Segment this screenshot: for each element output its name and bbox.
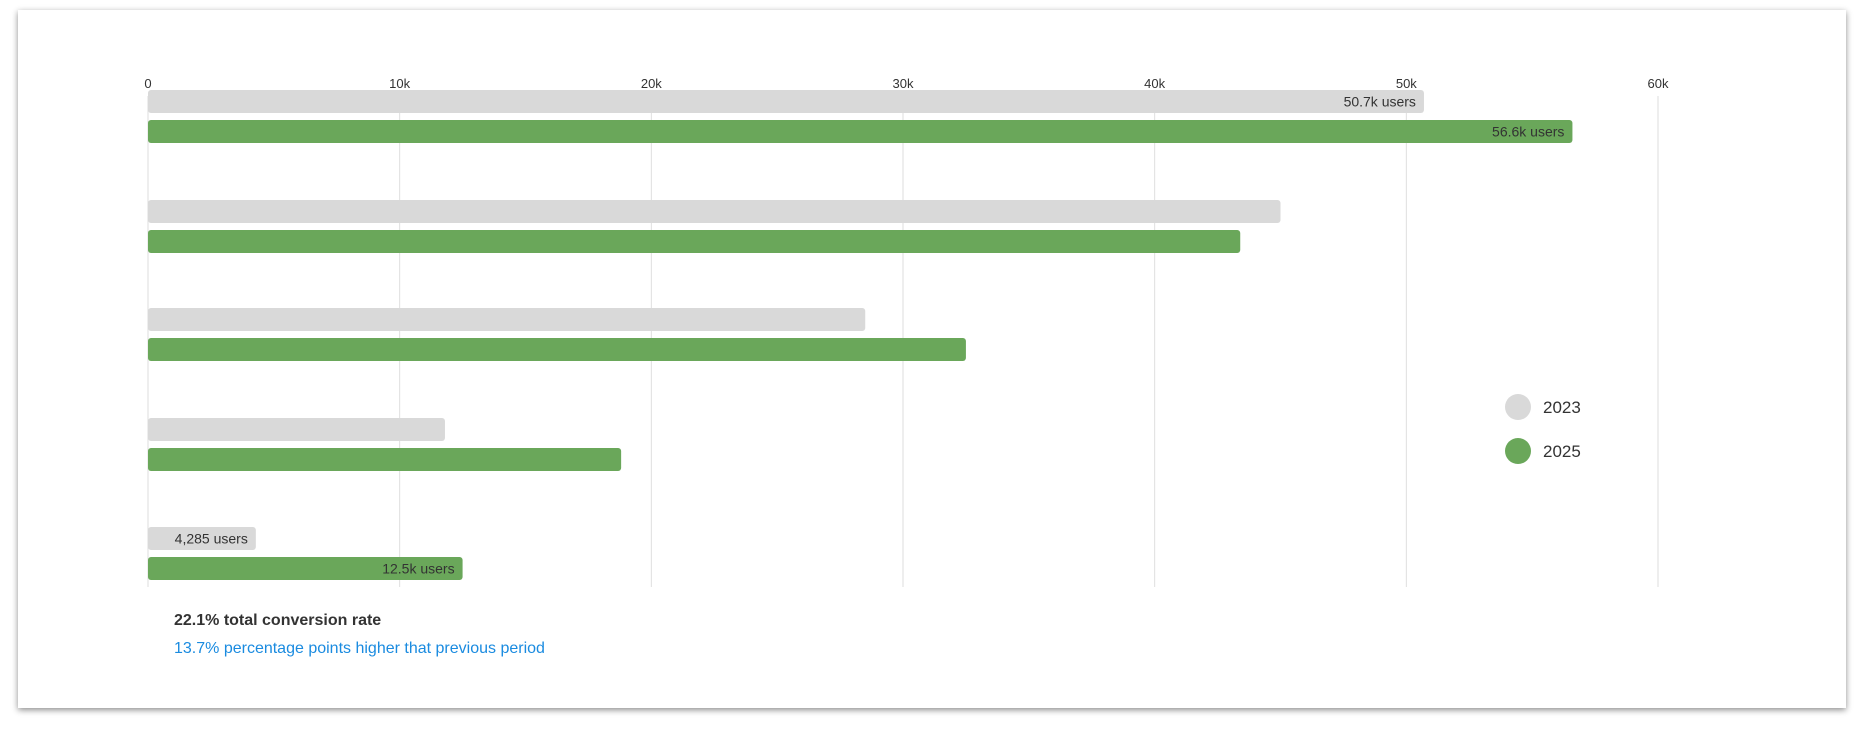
legend-label-2023: 2023	[1543, 398, 1581, 417]
chart-card: 0 10k 20k 30k 40k 50k 60k 50.7k users 56.6k user…	[18, 10, 1846, 708]
x-tick-label: 50k	[1396, 76, 1417, 91]
x-tick-label: 20k	[641, 76, 662, 91]
bar-data-label: 56.6k users	[1492, 124, 1564, 140]
bar-2023	[148, 308, 866, 331]
legend-swatch-2025	[1505, 438, 1531, 464]
x-tick-label: 0	[144, 76, 151, 91]
legend-label-2025: 2025	[1543, 442, 1581, 461]
bar-data-label: 50.7k users	[1344, 94, 1416, 110]
bar-data-label: 4,285 users	[175, 531, 248, 547]
bar-2023	[148, 527, 256, 550]
conversion-rate-headline: 22.1% total conversion rate	[174, 612, 382, 629]
bar-data-label: 12.5k users	[382, 561, 454, 577]
bar-2023	[148, 200, 1281, 223]
x-tick-label: 60k	[1648, 76, 1669, 91]
bar-2025	[148, 338, 966, 361]
legend-swatch-2023	[1505, 394, 1531, 420]
bar-2025	[148, 120, 1573, 143]
bar-2025	[148, 557, 463, 580]
funnel-bar-chart: 0 10k 20k 30k 40k 50k 60k 50.7k users 56.6k user…	[144, 76, 1669, 587]
bar-2023	[148, 418, 445, 441]
bar-2025	[148, 230, 1241, 253]
x-tick-label: 10k	[389, 76, 410, 91]
x-tick-label: 30k	[893, 76, 914, 91]
bar-2025	[148, 448, 622, 471]
x-tick-label: 40k	[1144, 76, 1165, 91]
summary-block: 22.1% total conversion rate 13.7% percen…	[174, 611, 545, 659]
bar-2023	[148, 90, 1424, 113]
conversion-rate-comparison: 13.7% percentage points higher that prev…	[174, 640, 545, 657]
